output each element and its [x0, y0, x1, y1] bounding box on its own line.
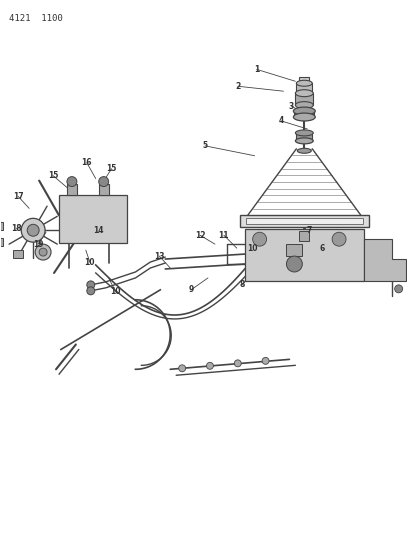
Text: 15: 15	[48, 171, 58, 180]
Text: 17: 17	[13, 192, 24, 201]
Text: 10: 10	[84, 257, 95, 266]
Text: 11: 11	[219, 231, 229, 240]
Text: 10: 10	[110, 287, 121, 296]
Bar	[59, 196, 126, 243]
Circle shape	[99, 176, 109, 187]
Text: 4: 4	[279, 117, 284, 125]
Bar	[240, 215, 369, 227]
Text: 4121  1100: 4121 1100	[9, 14, 63, 23]
Text: 14: 14	[93, 226, 104, 235]
Ellipse shape	[293, 113, 315, 121]
Circle shape	[332, 232, 346, 246]
Polygon shape	[364, 239, 406, 281]
Circle shape	[35, 244, 51, 260]
Circle shape	[253, 232, 266, 246]
Circle shape	[395, 285, 403, 293]
Text: 12: 12	[195, 231, 205, 240]
Circle shape	[206, 362, 213, 369]
Bar	[299, 77, 309, 84]
Ellipse shape	[296, 80, 312, 86]
Circle shape	[39, 248, 47, 256]
Text: 5: 5	[202, 141, 208, 150]
Text: 18: 18	[11, 224, 22, 233]
Circle shape	[27, 224, 39, 236]
Circle shape	[87, 287, 95, 295]
Text: 8: 8	[239, 280, 244, 289]
Bar	[295, 93, 313, 105]
Text: 7: 7	[306, 226, 312, 235]
Text: 3: 3	[289, 102, 294, 111]
Text: 10: 10	[247, 244, 258, 253]
Circle shape	[87, 281, 95, 289]
Bar	[99, 183, 109, 196]
Bar	[13, 250, 23, 258]
Circle shape	[21, 219, 45, 242]
Bar	[286, 244, 302, 256]
Text: 13: 13	[154, 252, 164, 261]
Text: 2: 2	[235, 82, 240, 91]
Text: 19: 19	[33, 240, 43, 249]
Circle shape	[262, 358, 269, 365]
Circle shape	[234, 360, 241, 367]
Circle shape	[67, 176, 77, 187]
Ellipse shape	[297, 148, 311, 154]
Bar	[295, 111, 314, 117]
Ellipse shape	[295, 102, 313, 109]
Ellipse shape	[295, 138, 313, 144]
Bar	[0, 222, 3, 230]
Text: 1: 1	[254, 65, 259, 74]
Bar	[299, 231, 309, 241]
Text: 16: 16	[82, 158, 92, 167]
Circle shape	[179, 365, 186, 372]
Ellipse shape	[295, 130, 313, 136]
Text: 9: 9	[188, 285, 194, 294]
Text: 15: 15	[106, 164, 117, 173]
Bar	[296, 133, 312, 141]
Bar	[245, 229, 364, 281]
Ellipse shape	[295, 90, 313, 96]
Ellipse shape	[293, 107, 315, 115]
Circle shape	[286, 256, 302, 272]
Bar	[246, 219, 363, 224]
Text: 6: 6	[319, 244, 325, 253]
Bar	[0, 238, 3, 246]
Bar	[67, 183, 77, 196]
Bar	[296, 83, 312, 93]
